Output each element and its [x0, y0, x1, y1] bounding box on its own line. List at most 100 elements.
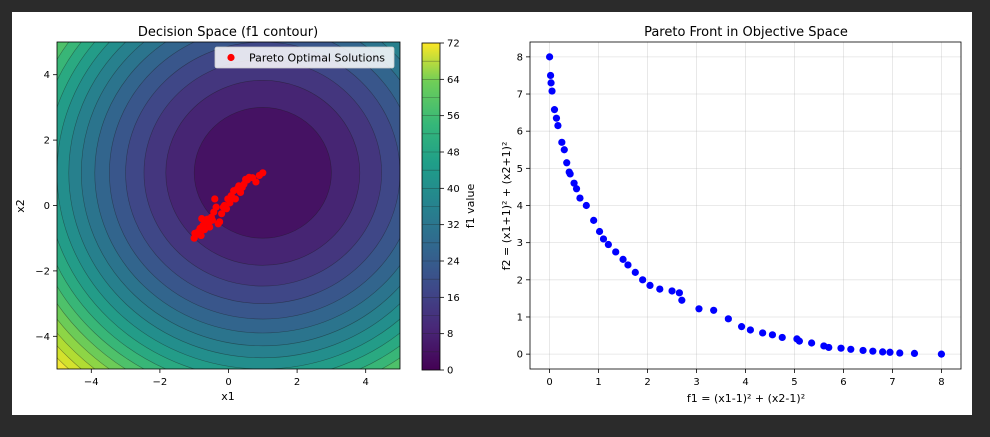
pareto-point-objective [550, 106, 559, 114]
pareto-point-objective [859, 346, 867, 355]
colorbar-tick-label: 8 [447, 329, 453, 340]
y-tick-label: 7 [517, 90, 523, 101]
pareto-point-objective [590, 216, 598, 224]
pareto-point-objective [656, 285, 664, 293]
pareto-point-objective [604, 240, 612, 249]
left-x-axis-ticks: −4 −2 0 2 4 [84, 369, 369, 388]
pareto-point-objective [545, 53, 554, 61]
pareto-point-objective [595, 227, 604, 236]
pareto-point-objective [546, 71, 555, 80]
left-x-axis-label: x1 [221, 390, 235, 403]
pareto-point-decision [206, 223, 214, 231]
pareto-point-decision [252, 178, 260, 186]
colorbar-ticks: 0 8 16 24 32 40 48 56 64 72 [422, 39, 460, 377]
pareto-point-decision [212, 203, 220, 211]
x-tick-label: −2 [153, 377, 168, 388]
pareto-point-objective [759, 329, 767, 337]
pareto-point-decision [226, 199, 234, 207]
pareto-point-objective [768, 331, 777, 339]
legend-marker-pareto [227, 53, 235, 62]
pareto-point-objective [554, 122, 562, 130]
pareto-point-objective [737, 323, 746, 331]
x-tick-label: 3 [693, 377, 699, 388]
pareto-point-objective [778, 333, 786, 342]
pareto-point-objective [631, 268, 639, 276]
x-tick-label: 2 [644, 377, 650, 388]
pareto-point-objective [560, 146, 568, 154]
pareto-point-objective [896, 349, 904, 357]
legend: Pareto Optimal Solutions [214, 46, 395, 69]
pareto-point-objective [552, 114, 561, 122]
y-tick-label: 2 [44, 136, 50, 147]
x-tick-label: 0 [225, 377, 231, 388]
y-tick-label: 3 [517, 238, 523, 249]
pareto-point-objective [825, 343, 833, 352]
colorbar-tick-label: 64 [447, 75, 460, 86]
y-tick-label: 6 [517, 127, 523, 138]
y-tick-label: −4 [35, 332, 50, 343]
y-tick-label: 0 [44, 201, 50, 212]
x-tick-label: −4 [84, 377, 99, 388]
x-tick-label: 8 [938, 377, 944, 388]
pareto-point-objective [612, 248, 620, 256]
colorbar-tick-label: 56 [447, 111, 460, 122]
pareto-points-decision [190, 169, 267, 242]
x-tick-label: 4 [742, 377, 748, 388]
pareto-point-objective [695, 305, 703, 313]
y-tick-label: −2 [35, 266, 50, 277]
right-grid [530, 42, 961, 369]
x-tick-label: 2 [294, 377, 300, 388]
pareto-point-objective [563, 159, 571, 167]
pareto-point-objective [668, 287, 676, 295]
pareto-point-objective [746, 326, 754, 334]
pareto-point-objective [599, 235, 608, 243]
pareto-point-objective [619, 255, 627, 263]
pareto-point-objective [847, 345, 855, 353]
pareto-point-objective [879, 348, 887, 356]
right-chart-title: Pareto Front in Objective Space [644, 25, 848, 40]
pareto-point-objective [869, 347, 877, 355]
pareto-front-chart: Pareto Front in Objective Space 0 1 2 3 4 5 6 7… [500, 25, 962, 405]
pareto-point-objective [547, 79, 555, 87]
pareto-point-decision [259, 169, 267, 177]
pareto-point-objective [837, 344, 845, 352]
pareto-point-decision [218, 210, 226, 218]
right-x-axis-ticks: 0 1 2 3 4 5 6 7 8 [546, 369, 945, 388]
pareto-point-objective [710, 306, 718, 314]
pareto-point-decision [231, 195, 239, 203]
pareto-point-decision [215, 218, 224, 226]
colorbar-tick-label: 72 [447, 39, 460, 50]
pareto-point-decision [222, 205, 231, 213]
legend-entry-pareto: Pareto Optimal Solutions [249, 52, 385, 65]
colorbar-tick-label: 48 [447, 148, 460, 159]
pareto-point-objective [795, 337, 803, 345]
right-y-axis-ticks: 0 1 2 3 4 5 6 7 8 [517, 52, 530, 361]
pareto-point-objective [639, 276, 647, 284]
pareto-point-objective [886, 348, 894, 356]
y-tick-label: 1 [517, 312, 523, 323]
pareto-point-objective [910, 349, 919, 357]
right-x-axis-label: f1 = (x1-1)² + (x2-1)² [687, 392, 805, 405]
colorbar-tick-label: 24 [447, 257, 460, 268]
pareto-point-objective [808, 339, 816, 347]
y-tick-label: 5 [517, 164, 523, 175]
x-tick-label: 6 [840, 377, 846, 388]
pareto-point-decision [208, 216, 216, 224]
y-tick-label: 4 [44, 70, 50, 81]
pareto-points-objective [545, 53, 946, 358]
right-y-axis-label: f2 = (x1+1)² + (x2+1)² [500, 142, 513, 271]
y-tick-label: 0 [517, 350, 523, 361]
pareto-point-objective [724, 315, 732, 323]
legend-box [214, 46, 395, 69]
colorbar-tick-label: 32 [447, 220, 460, 231]
decision-space-chart: Decision Space (f1 contour) −4 −2 0 2 4 −4 −2… [14, 25, 401, 403]
pareto-point-objective [937, 350, 946, 358]
pareto-point-objective [576, 194, 584, 202]
colorbar-tick-label: 16 [447, 293, 460, 304]
pareto-point-decision [211, 195, 219, 203]
pareto-point-objective [624, 261, 632, 269]
left-chart-title: Decision Space (f1 contour) [138, 25, 318, 40]
colorbar-tick-label: 0 [447, 366, 453, 377]
x-tick-label: 0 [546, 377, 552, 388]
